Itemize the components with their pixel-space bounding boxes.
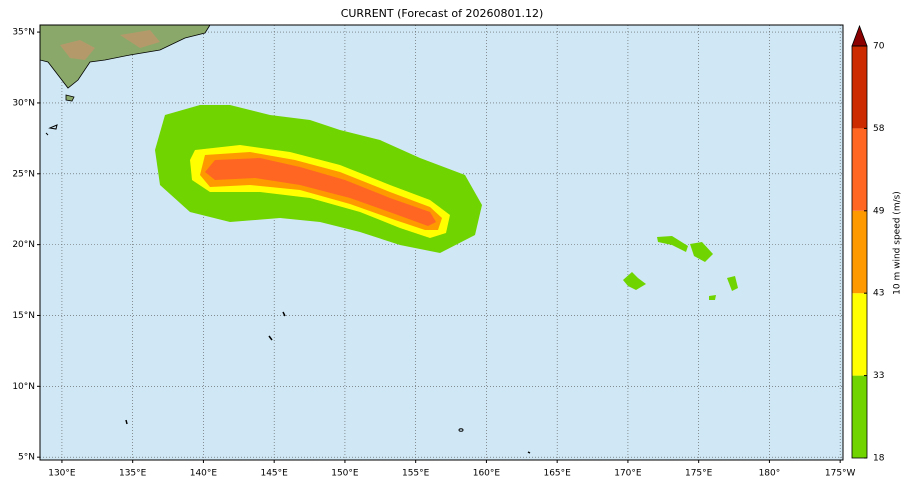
x-tick-label: 175°W [825,469,856,479]
wind-patch [623,272,646,290]
colorbar-label: 10 m wind speed (m/s) [893,191,903,295]
terrain [60,40,95,60]
wind-patch [690,242,713,262]
map-frame [39,24,844,461]
wind-patch [709,295,716,300]
colorbar-extend [851,24,868,47]
y-tick-label: 35°N [12,28,35,38]
x-tick-label: 145°E [260,469,288,479]
colorbar-tick-label: 18 [873,454,885,464]
island [65,94,75,102]
y-tick-label: 15°N [12,311,35,321]
y-tick-label: 30°N [12,98,35,108]
island [458,428,464,432]
x-tick-label: 150°E [331,469,359,479]
colorbar-tick-label: 70 [873,42,885,52]
colorbar-bin [852,293,867,376]
island [527,451,531,454]
land [39,24,211,89]
map-title: CURRENT (Forecast of 20260801.12) [341,7,544,20]
colorbar: 18 33 43 49 58 70 [851,24,885,464]
wind-patch [657,236,688,252]
colorbar-bin [852,128,867,211]
y-tick-label: 5°N [18,453,35,463]
colorbar-tick-label: 33 [873,371,884,381]
colorbar-bin [852,210,867,294]
wind-swath [205,158,436,226]
y-tick-label: 20°N [12,240,35,250]
x-tick-label: 140°E [190,469,218,479]
island [282,311,286,317]
colorbar-bin [852,375,867,458]
x-tick-label: 170°E [614,469,642,479]
x-tick-label: 160°E [473,469,501,479]
x-tick-label: 175°E [685,469,713,479]
x-tick-label: 135°E [119,469,147,479]
colorbar-frame [851,45,868,459]
terrain [120,30,160,48]
grid [40,25,843,460]
colorbar-tick-label: 49 [873,206,885,216]
island [125,419,128,425]
island [45,132,49,136]
x-tick-label: 130°E [48,469,76,479]
colorbar-tick-label: 58 [873,124,885,134]
x-tick-label: 165°E [543,469,571,479]
colorbar-bin [852,46,867,129]
x-tick-label: 180° [759,469,781,479]
island [48,124,58,130]
wind-patch [727,276,738,291]
y-tick-label: 10°N [12,382,35,392]
colorbar-tick-label: 43 [873,289,884,299]
island [268,335,273,341]
y-tick-label: 25°N [12,169,35,179]
x-tick-label: 155°E [402,469,430,479]
